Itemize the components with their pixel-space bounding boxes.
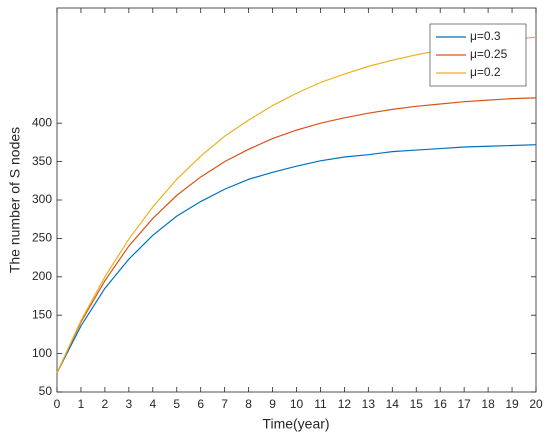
legend-label: μ=0.3 <box>470 29 501 43</box>
x-tick-label: 11 <box>314 397 327 411</box>
x-tick-label: 6 <box>197 397 204 411</box>
series-line <box>56 97 537 374</box>
x-tick-label: 15 <box>410 397 424 411</box>
y-tick-label: 350 <box>32 154 52 168</box>
x-tick-label: 12 <box>338 397 352 411</box>
x-tick-label: 4 <box>149 397 156 411</box>
x-axis-title: Time(year) <box>262 416 329 432</box>
x-tick-label: 19 <box>505 397 519 411</box>
x-tick-label: 5 <box>173 397 180 411</box>
x-tick-label: 8 <box>245 397 252 411</box>
x-tick-label: 17 <box>457 397 471 411</box>
x-tick-label: 1 <box>78 397 85 411</box>
series-line <box>56 144 537 374</box>
x-tick-label: 14 <box>386 397 400 411</box>
x-tick-label: 13 <box>362 397 376 411</box>
x-tick-label: 3 <box>126 397 133 411</box>
x-tick-label: 2 <box>102 397 109 411</box>
y-tick-label: 200 <box>32 269 52 283</box>
y-tick-label: 100 <box>32 346 52 360</box>
y-axis-title: The number of S nodes <box>7 127 23 273</box>
y-tick-label: 400 <box>32 115 52 129</box>
x-tick-label: 16 <box>434 397 448 411</box>
x-tick-label: 7 <box>221 397 228 411</box>
x-tick-label: 0 <box>54 397 61 411</box>
x-tick-label: 10 <box>290 397 304 411</box>
y-tick-label: 250 <box>32 231 52 245</box>
legend-label: μ=0.25 <box>470 47 508 61</box>
x-tick-label: 9 <box>269 397 276 411</box>
x-tick-label: 20 <box>529 397 543 411</box>
y-tick-label: 50 <box>39 384 53 398</box>
y-tick-label: 150 <box>32 307 52 321</box>
x-tick-label: 18 <box>481 397 495 411</box>
legend-label: μ=0.2 <box>470 65 501 79</box>
y-tick-label: 300 <box>32 192 52 206</box>
